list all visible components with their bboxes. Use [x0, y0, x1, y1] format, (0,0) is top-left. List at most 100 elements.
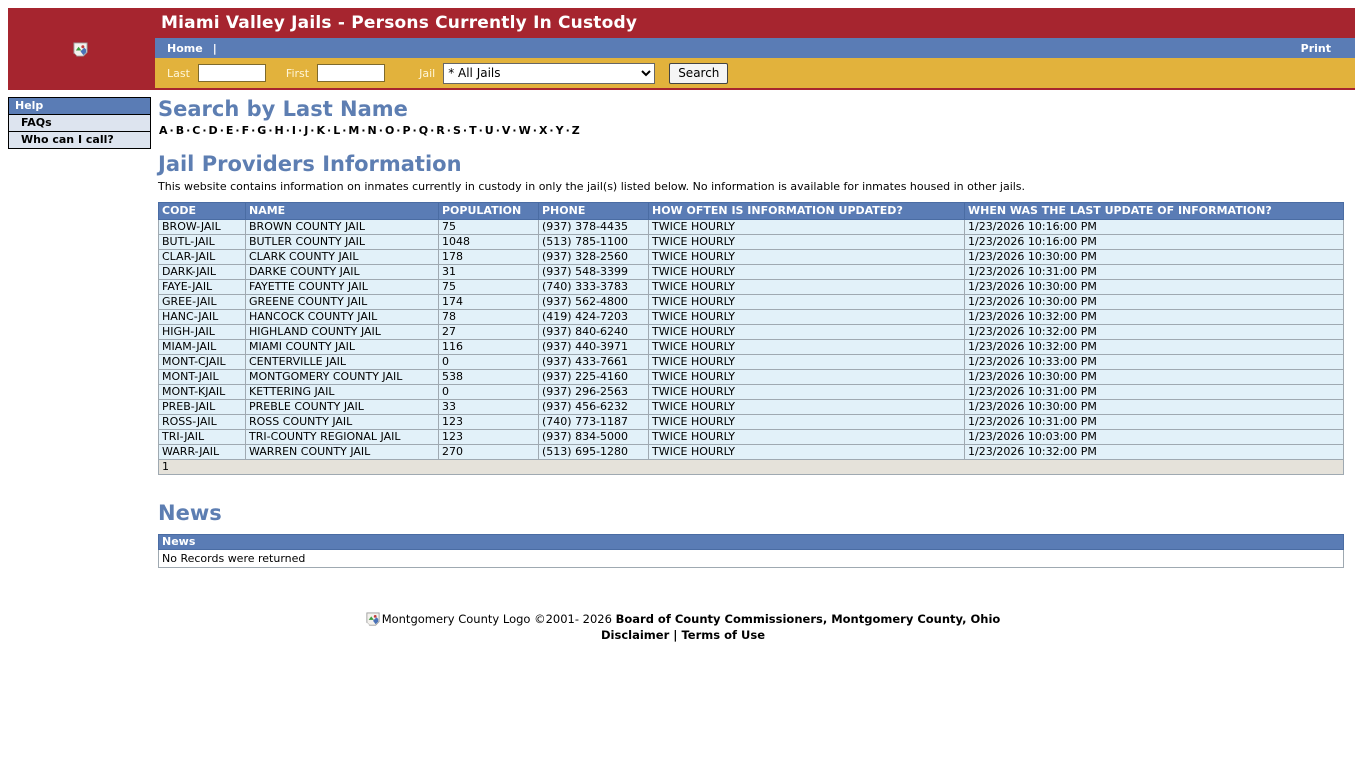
- jail-cell-last_update: 1/23/2026 10:16:00 PM: [964, 234, 1344, 250]
- jail-cell-population: 0: [438, 384, 539, 400]
- jail-cell-name: DARKE COUNTY JAIL: [245, 264, 439, 280]
- jail-cell-update_frequency: TWICE HOURLY: [648, 219, 965, 235]
- alphabet-letter-Z[interactable]: Z: [571, 124, 580, 137]
- alphabet-letter-S[interactable]: S: [452, 124, 461, 137]
- alphabet-letter-U[interactable]: U: [484, 124, 494, 137]
- jail-row: BROW-JAIL BROWN COUNTY JAIL 75 (937) 378-44…: [158, 219, 1344, 235]
- alphabet-letter-B[interactable]: B: [175, 124, 185, 137]
- first-name-label: First: [285, 66, 310, 80]
- jail-cell-population: 174: [438, 294, 539, 310]
- jail-cell-update_frequency: TWICE HOURLY: [648, 444, 965, 460]
- jail-cell-phone: (419) 424-7203: [538, 309, 649, 325]
- alphabet-separator: ·: [202, 124, 207, 137]
- page-footer: Montgomery County Logo ©2001- 2026 Board…: [8, 612, 1358, 642]
- alphabet-separator: ·: [298, 124, 303, 137]
- search-button[interactable]: Search: [669, 62, 729, 84]
- footer-logo-alt-text: Montgomery County Logo: [381, 612, 531, 626]
- jail-cell-last_update: 1/23/2026 10:30:00 PM: [964, 369, 1344, 385]
- sidebar-item-faqs[interactable]: FAQs: [9, 115, 150, 132]
- jail-table-header-row: CODE NAME POPULATION PHONE HOW OFTEN IS …: [158, 202, 1344, 220]
- alphabet-letter-T[interactable]: T: [469, 124, 477, 137]
- alphabet-separator: ·: [396, 124, 401, 137]
- jail-cell-code: GREE-JAIL: [158, 294, 246, 310]
- terms-of-use-link[interactable]: Terms of Use: [681, 628, 765, 642]
- pagination-page-number[interactable]: 1: [158, 459, 1344, 475]
- sidebar-item-who-can-i-call[interactable]: Who can I call?: [9, 132, 150, 148]
- jail-label: Jail: [419, 66, 436, 80]
- nav-home-link[interactable]: Home: [167, 41, 203, 55]
- jail-cell-update_frequency: TWICE HOURLY: [648, 384, 965, 400]
- jail-cell-last_update: 1/23/2026 10:30:00 PM: [964, 279, 1344, 295]
- footer-organization: Board of County Commissioners, Montgomer…: [615, 612, 1001, 626]
- alphabet-separator: ·: [285, 124, 290, 137]
- alphabet-letter-G[interactable]: G: [257, 124, 267, 137]
- jail-cell-population: 75: [438, 219, 539, 235]
- jail-cell-name: KETTERING JAIL: [245, 384, 439, 400]
- jail-cell-update_frequency: TWICE HOURLY: [648, 264, 965, 280]
- sidebar-header-help[interactable]: Help: [9, 98, 150, 115]
- jail-cell-last_update: 1/23/2026 10:31:00 PM: [964, 384, 1344, 400]
- alphabet-letter-Y[interactable]: Y: [555, 124, 564, 137]
- jail-row: WARR-JAIL WARREN COUNTY JAIL 270 (513) 695-…: [158, 444, 1344, 460]
- jail-cell-name: MIAMI COUNTY JAIL: [245, 339, 439, 355]
- jail-cell-code: PREB-JAIL: [158, 399, 246, 415]
- jail-cell-code: HIGH-JAIL: [158, 324, 246, 340]
- jail-cell-name: FAYETTE COUNTY JAIL: [245, 279, 439, 295]
- alphabet-separator: ·: [378, 124, 383, 137]
- disclaimer-link[interactable]: Disclaimer: [601, 628, 670, 642]
- pagination-row: 1: [158, 459, 1344, 475]
- jail-cell-phone: (937) 440-3971: [538, 339, 649, 355]
- alphabet-letter-A[interactable]: A: [159, 124, 168, 137]
- jail-cell-last_update: 1/23/2026 10:31:00 PM: [964, 264, 1344, 280]
- alphabet-letter-C[interactable]: C: [192, 124, 201, 137]
- jail-cell-population: 538: [438, 369, 539, 385]
- jail-cell-name: BROWN COUNTY JAIL: [245, 219, 439, 235]
- jail-cell-code: MONT-JAIL: [158, 369, 246, 385]
- alphabet-letter-K[interactable]: K: [316, 124, 325, 137]
- jail-cell-population: 116: [438, 339, 539, 355]
- alphabet-letter-J[interactable]: J: [304, 124, 309, 137]
- last-name-label: Last: [167, 66, 190, 80]
- footer-link-separator: |: [673, 628, 678, 642]
- alphabet-letter-H[interactable]: H: [274, 124, 284, 137]
- jail-cell-update_frequency: TWICE HOURLY: [648, 234, 965, 250]
- jail-row: ROSS-JAIL ROSS COUNTY JAIL 123 (740) 773-11…: [158, 414, 1344, 430]
- alphabet-letter-M[interactable]: M: [348, 124, 360, 137]
- alphabet-letter-I[interactable]: I: [291, 124, 296, 137]
- col-header-last-update: WHEN WAS THE LAST UPDATE OF INFORMATION?: [964, 202, 1344, 220]
- jail-cell-phone: (937) 378-4435: [538, 219, 649, 235]
- alphabet-letter-W[interactable]: W: [518, 124, 531, 137]
- jail-cell-last_update: 1/23/2026 10:30:00 PM: [964, 249, 1344, 265]
- jail-cell-population: 78: [438, 309, 539, 325]
- alphabet-letter-X[interactable]: X: [538, 124, 548, 137]
- jail-cell-phone: (937) 433-7661: [538, 354, 649, 370]
- news-empty-message: No Records were returned: [158, 549, 1344, 568]
- jail-cell-code: FAYE-JAIL: [158, 279, 246, 295]
- jail-select[interactable]: * All Jails: [443, 62, 656, 84]
- alphabet-letter-D[interactable]: D: [208, 124, 218, 137]
- jail-cell-name: BUTLER COUNTY JAIL: [245, 234, 439, 250]
- alphabet-letter-L[interactable]: L: [333, 124, 341, 137]
- first-name-input[interactable]: [317, 64, 386, 82]
- alphabet-separator: ·: [235, 124, 240, 137]
- jail-row: GREE-JAIL GREENE COUNTY JAIL 174 (937) 562-…: [158, 294, 1344, 310]
- jail-row: HIGH-JAIL HIGHLAND COUNTY JAIL 27 (937) 840…: [158, 324, 1344, 340]
- alphabet-letter-O[interactable]: O: [384, 124, 395, 137]
- jail-cell-name: CLARK COUNTY JAIL: [245, 249, 439, 265]
- alphabet-letter-V[interactable]: V: [501, 124, 511, 137]
- alphabet-letter-P[interactable]: P: [402, 124, 411, 137]
- jail-cell-update_frequency: TWICE HOURLY: [648, 309, 965, 325]
- nav-print-link[interactable]: Print: [1300, 41, 1331, 55]
- alphabet-letter-R[interactable]: R: [436, 124, 445, 137]
- jail-cell-code: MONT-CJAIL: [158, 354, 246, 370]
- alphabet-letter-N[interactable]: N: [367, 124, 377, 137]
- col-header-phone: PHONE: [538, 202, 649, 220]
- help-sidebar: Help FAQs Who can I call?: [8, 97, 151, 149]
- jail-cell-population: 270: [438, 444, 539, 460]
- last-name-input[interactable]: [197, 64, 266, 82]
- alphabet-letter-F[interactable]: F: [241, 124, 250, 137]
- footer-copyright: ©2001- 2026: [534, 612, 612, 626]
- alphabet-letter-E[interactable]: E: [225, 124, 234, 137]
- col-header-name: NAME: [245, 202, 439, 220]
- alphabet-letter-Q[interactable]: Q: [418, 124, 429, 137]
